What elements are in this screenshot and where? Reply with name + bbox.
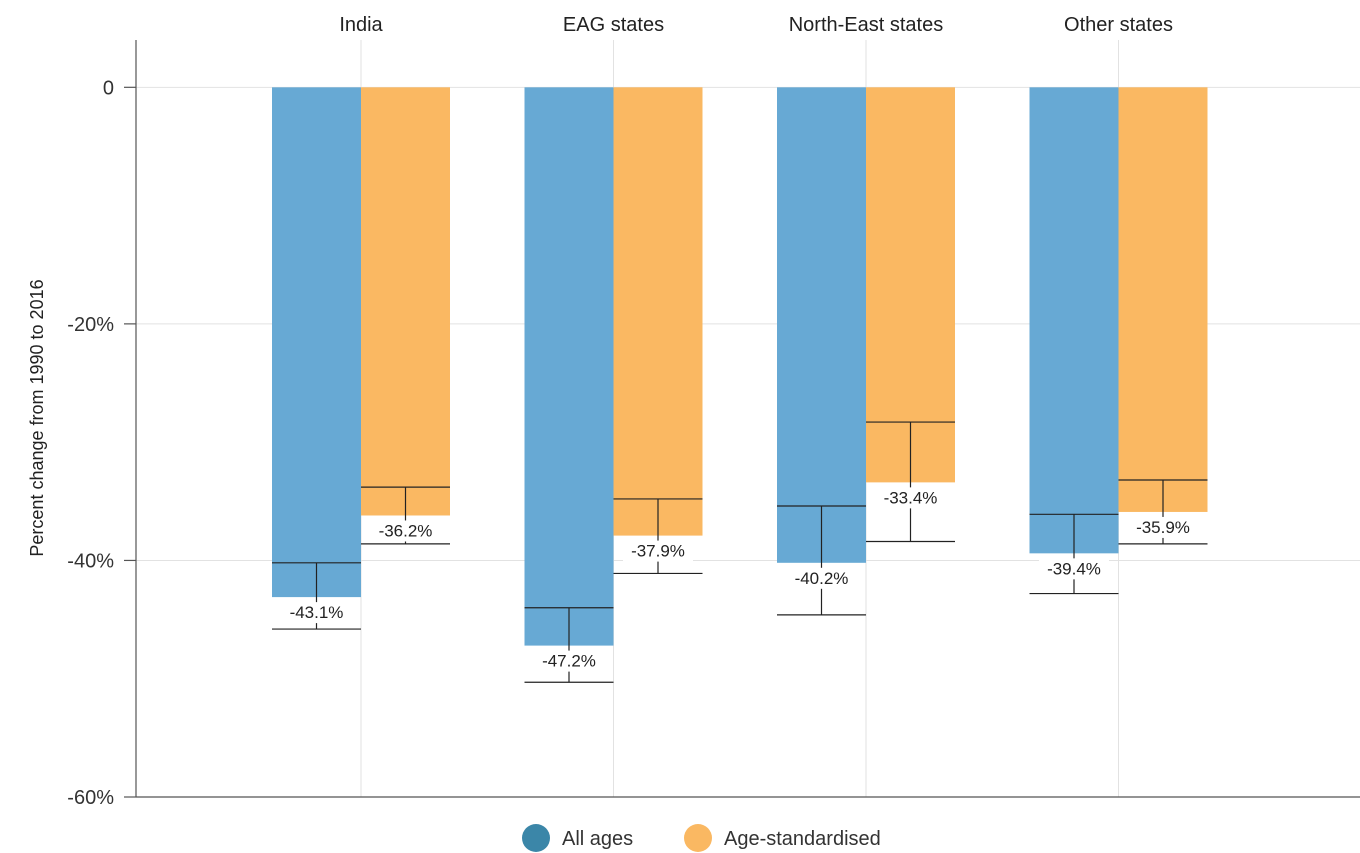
data-label-bg: [786, 567, 857, 589]
legend-label: All ages: [562, 828, 633, 850]
y-tick-label: -20%: [67, 314, 114, 336]
data-label: -33.4%: [884, 488, 938, 507]
data-label: -35.9%: [1136, 518, 1190, 537]
data-label-bg: [623, 540, 693, 562]
y-axis-title: Percent change from 1990 to 2016: [27, 279, 47, 556]
data-label-bg: [875, 487, 946, 509]
bar: [361, 87, 450, 516]
data-label-bg: [534, 650, 604, 672]
y-ticks: 0 -20% -40% -60%: [67, 77, 136, 809]
y-tick-label: -60%: [67, 787, 114, 809]
bar: [613, 87, 703, 536]
category-label: EAG states: [563, 14, 664, 36]
bar: [524, 87, 614, 646]
axes: [135, 40, 1360, 798]
category-label: India: [339, 14, 383, 36]
data-label: -47.2%: [542, 652, 596, 671]
bar: [1029, 87, 1119, 554]
data-label: -37.9%: [631, 542, 685, 561]
legend: All ages Age-standardised: [522, 824, 881, 852]
legend-label: Age-standardised: [724, 828, 881, 850]
category-label: North-East states: [789, 14, 944, 36]
bar: [272, 87, 361, 598]
legend-swatch: [522, 824, 550, 852]
y-tick-label: 0: [103, 77, 114, 99]
category-label: Other states: [1064, 14, 1173, 36]
data-label-bg: [281, 602, 352, 624]
category-labels: India EAG states North-East states Other st…: [339, 14, 1173, 36]
bars: -43.1% -36.2% -47.2% -37.9% -40.2% -33.4% -39.…: [272, 87, 1208, 683]
data-label: -39.4%: [1047, 559, 1101, 578]
data-label-bg: [370, 520, 441, 542]
data-label-bg: [1128, 516, 1198, 538]
data-label: -36.2%: [379, 521, 433, 540]
data-label-bg: [1039, 558, 1109, 580]
bar: [866, 87, 955, 483]
data-label: -43.1%: [290, 603, 344, 622]
bar: [777, 87, 866, 563]
y-tick-label: -40%: [67, 550, 114, 572]
legend-swatch: [684, 824, 712, 852]
data-label: -40.2%: [795, 569, 849, 588]
bar: [1118, 87, 1208, 512]
